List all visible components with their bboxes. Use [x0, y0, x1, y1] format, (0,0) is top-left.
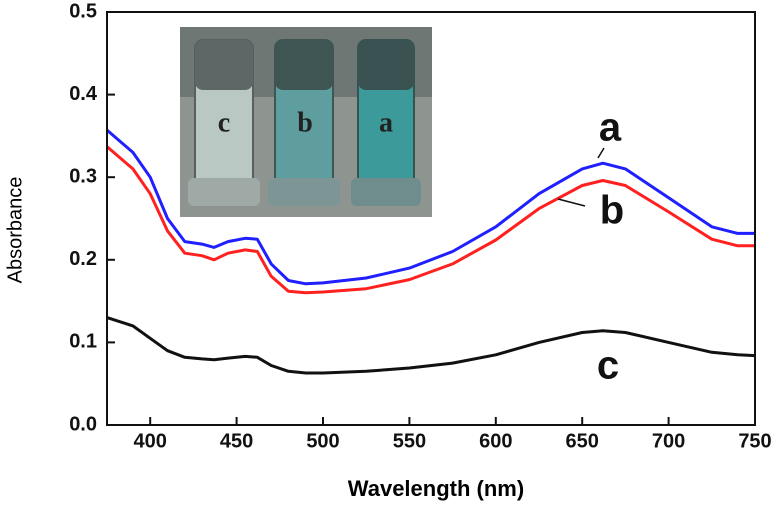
series-line — [106, 316, 756, 375]
x-tick-label: 750 — [738, 430, 771, 452]
y-tick-label: 0.4 — [69, 83, 98, 105]
curve-annotation: b — [600, 189, 624, 233]
inset-label: c — [218, 107, 230, 138]
inset-photo: c b a — [180, 27, 432, 217]
y-tick-label: 0.5 — [69, 0, 97, 22]
plot-frame — [106, 11, 756, 426]
inset-label: a — [379, 107, 393, 138]
y-tick-label: 0.1 — [69, 331, 97, 353]
x-tick-label: 500 — [306, 430, 339, 452]
y-axis-label: Absorbance — [4, 177, 26, 284]
x-tick-label: 450 — [220, 430, 253, 452]
series-line — [106, 145, 755, 295]
y-tick-label: 0.3 — [69, 165, 97, 187]
y-tick-label: 0.0 — [69, 413, 97, 435]
inset-label: b — [297, 107, 313, 138]
curve-annotation: c — [597, 344, 619, 388]
x-tick-label: 400 — [134, 430, 167, 452]
x-tick-label: 550 — [393, 430, 426, 452]
annotation-arrow — [557, 198, 586, 207]
annotation-arrow — [597, 147, 605, 159]
x-tick-label: 650 — [566, 430, 599, 452]
y-tick-label: 0.2 — [69, 248, 97, 270]
curve-annotation: a — [599, 106, 622, 150]
x-axis-label: Wavelength (nm) — [348, 476, 524, 501]
series-line — [106, 128, 755, 286]
x-tick-label: 700 — [652, 430, 685, 452]
x-tick-label: 600 — [479, 430, 512, 452]
